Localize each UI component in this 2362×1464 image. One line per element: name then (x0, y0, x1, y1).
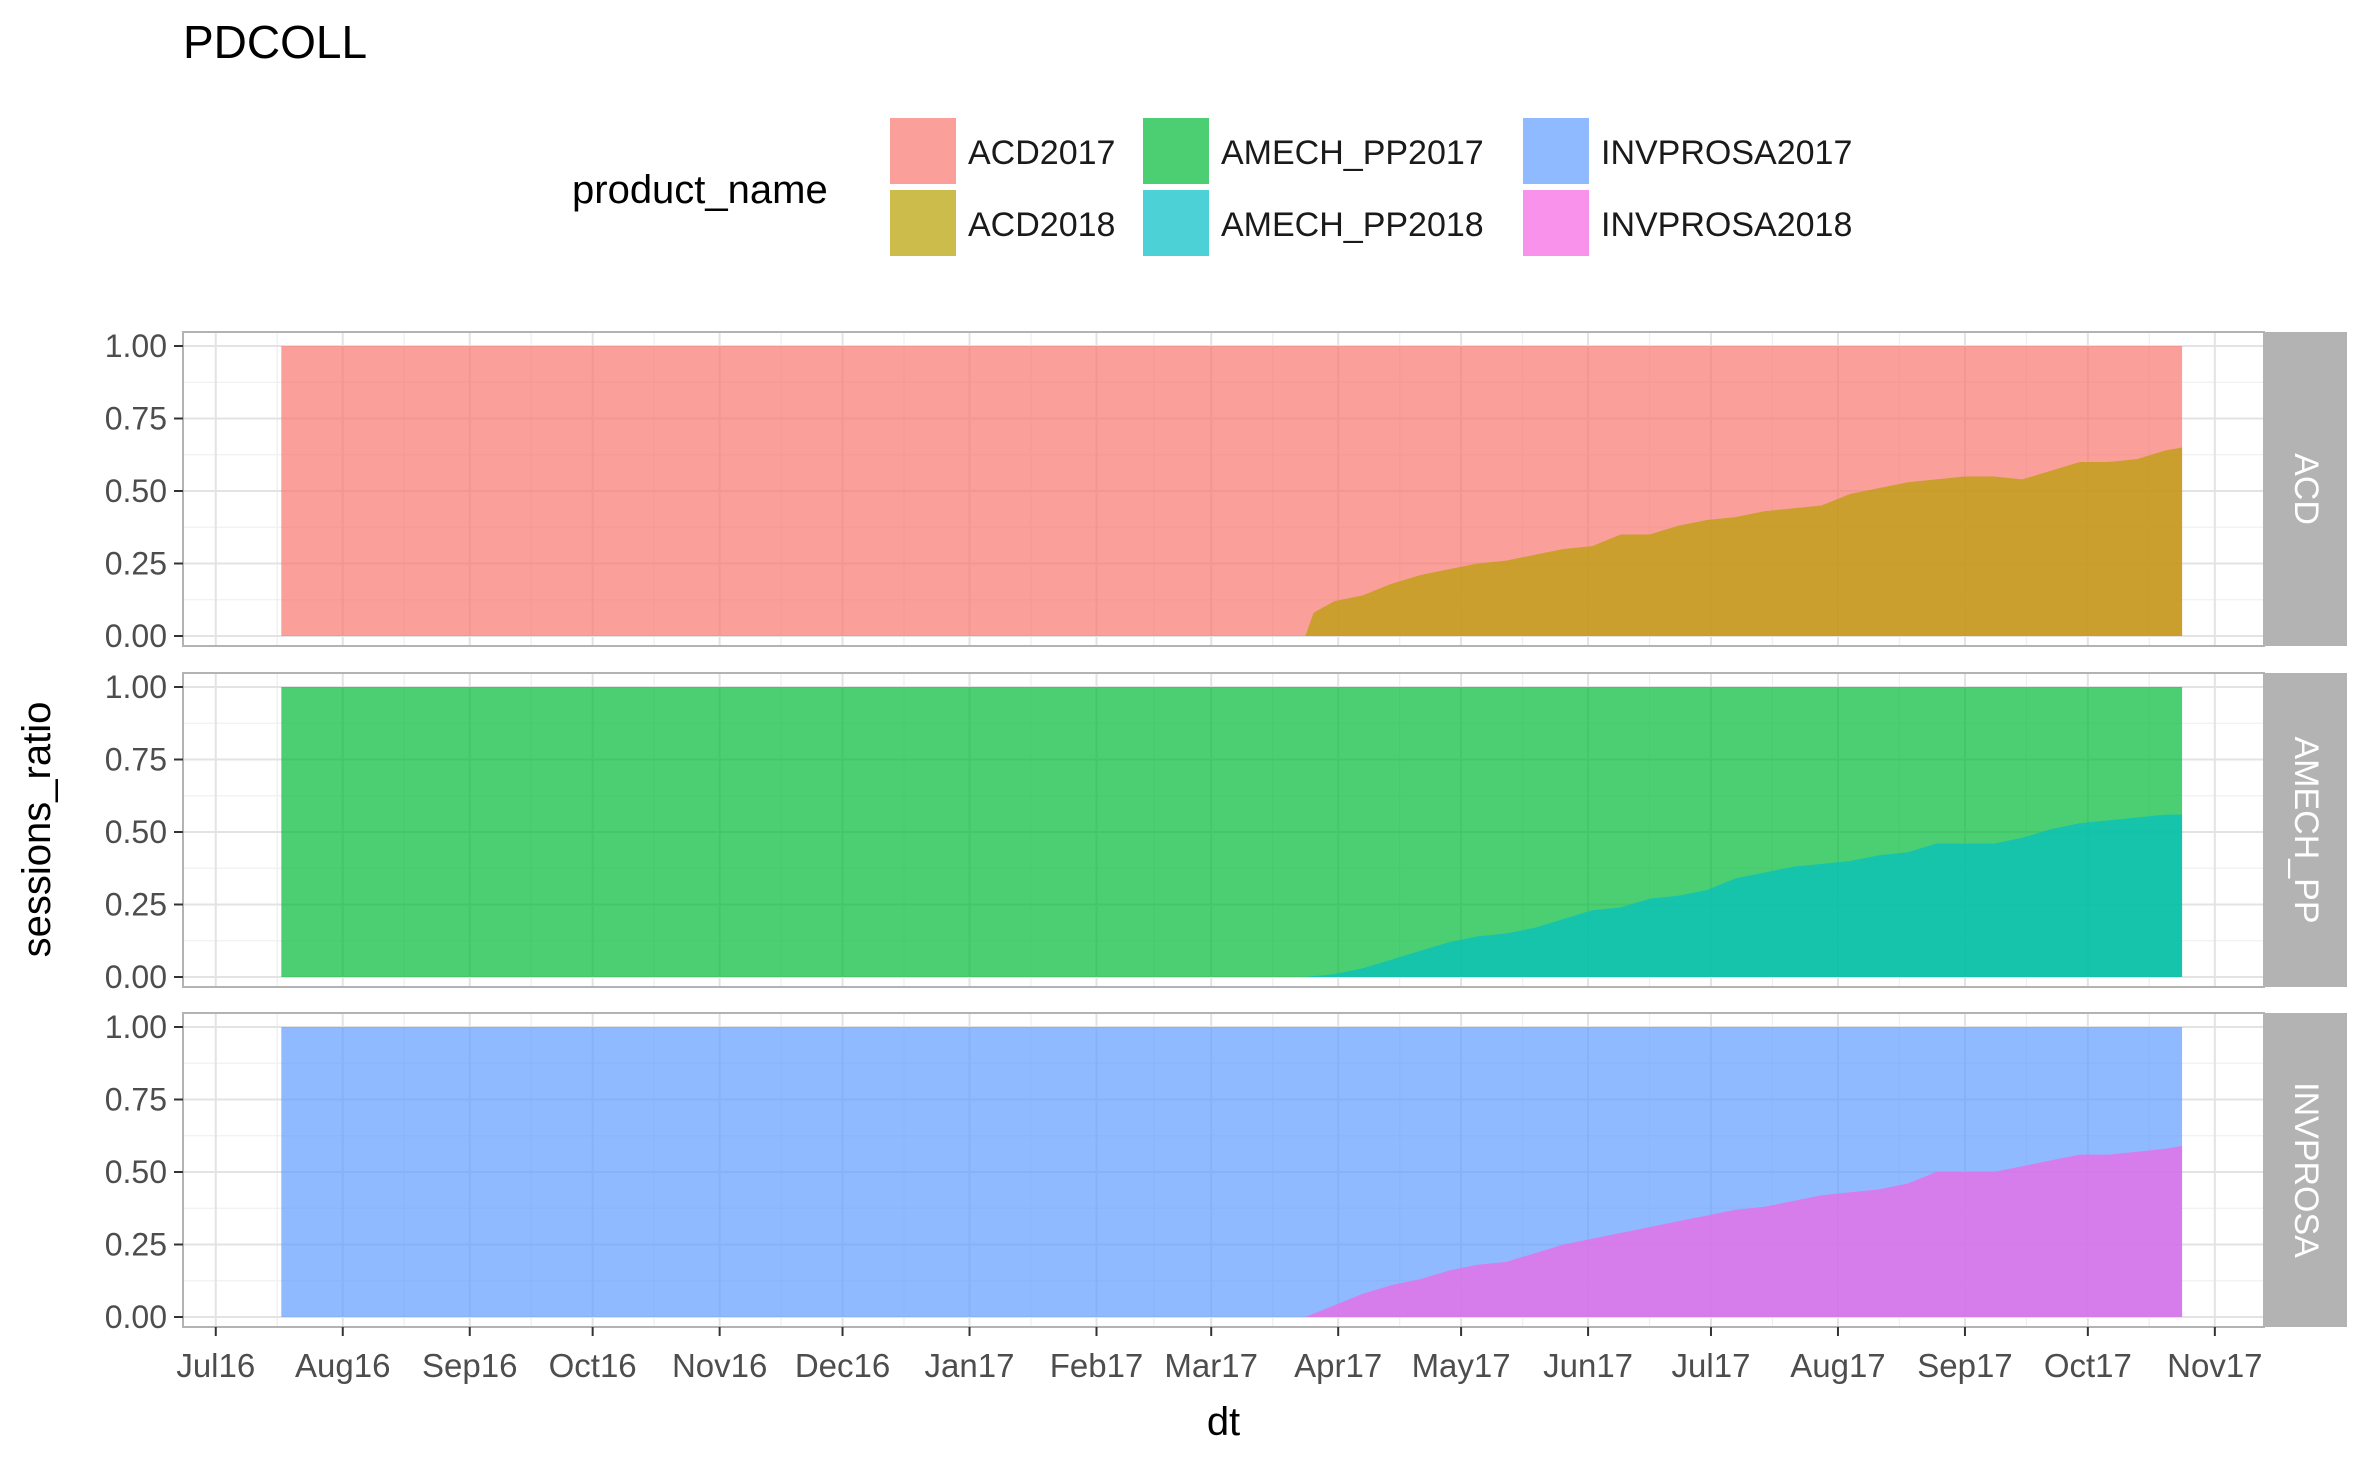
y-tick-label: 0.25 (105, 1227, 167, 1263)
facet-strip-amech-pp (2265, 673, 2347, 987)
x-tick-label: Jul16 (176, 1347, 255, 1384)
y-tick-label: 0.50 (105, 814, 167, 850)
legend-title: product_name (572, 168, 828, 212)
y-tick-label: 0.75 (105, 401, 167, 437)
x-tick-label: Jan17 (925, 1347, 1015, 1384)
y-tick-label: 0.00 (105, 1299, 167, 1335)
y-tick-label: 0.25 (105, 546, 167, 582)
facet-label-invprosa: INVPROSA (2287, 1082, 2325, 1258)
y-tick-label: 0.25 (105, 887, 167, 923)
area-acd2018 (1305, 447, 2183, 636)
legend-key-amech_pp2018 (1143, 190, 1209, 256)
area-invprosa2018 (1305, 1145, 2183, 1317)
facet-label-acd: ACD (2287, 453, 2325, 525)
y-tick-label: 1.00 (105, 328, 167, 364)
x-tick-label: Oct17 (2044, 1347, 2132, 1384)
panel-border-acd (182, 331, 2265, 647)
x-tick-label: Nov16 (672, 1347, 767, 1384)
y-tick-label: 0.00 (105, 618, 167, 654)
x-tick-label: Mar17 (1164, 1347, 1258, 1384)
legend-key-invprosa2018 (1523, 190, 1589, 256)
legend-key-acd2017 (890, 118, 956, 184)
x-tick-label: Oct16 (549, 1347, 637, 1384)
x-tick-label: Feb17 (1050, 1347, 1144, 1384)
x-tick-label: Dec16 (795, 1347, 890, 1384)
y-axis-title: sessions_ratio (15, 702, 59, 958)
y-tick-label: 0.50 (105, 473, 167, 509)
legend-label-invprosa2017: INVPROSA2017 (1601, 134, 1852, 172)
x-axis-title: dt (1207, 1400, 1240, 1444)
legend-key-acd2018 (890, 190, 956, 256)
area-amech_pp2018 (1305, 814, 2183, 977)
x-tick-label: Aug16 (295, 1347, 390, 1384)
legend-label-acd2017: ACD2017 (968, 134, 1115, 172)
y-tick-label: 0.75 (105, 742, 167, 778)
facet-strip-acd (2265, 332, 2347, 646)
legend-key-invprosa2017 (1523, 118, 1589, 184)
y-tick-label: 0.00 (105, 959, 167, 995)
x-tick-label: May17 (1412, 1347, 1511, 1384)
x-tick-label: Jun17 (1543, 1347, 1633, 1384)
y-tick-label: 1.00 (105, 669, 167, 705)
legend-label-amech_pp2017: AMECH_PP2017 (1221, 134, 1484, 172)
legend-label-amech_pp2018: AMECH_PP2018 (1221, 206, 1484, 244)
y-tick-label: 0.75 (105, 1082, 167, 1118)
panel-border-amech-pp (182, 672, 2265, 988)
legend-key-amech_pp2017 (1143, 118, 1209, 184)
x-tick-label: Jul17 (1672, 1347, 1751, 1384)
facet-strip-invprosa (2265, 1013, 2347, 1327)
legend-label-invprosa2018: INVPROSA2018 (1601, 206, 1852, 244)
chart-title: PDCOLL (183, 16, 367, 68)
legend-label-acd2018: ACD2018 (968, 206, 1115, 244)
x-tick-label: Aug17 (1790, 1347, 1885, 1384)
facet-label-amech-pp: AMECH_PP (2287, 736, 2325, 923)
y-tick-label: 1.00 (105, 1009, 167, 1045)
x-tick-label: Sep16 (422, 1347, 517, 1384)
panel-border-invprosa (182, 1012, 2265, 1328)
y-tick-label: 0.50 (105, 1154, 167, 1190)
x-tick-label: Sep17 (1917, 1347, 2012, 1384)
x-tick-label: Apr17 (1294, 1347, 1382, 1384)
x-tick-label: Nov17 (2167, 1347, 2262, 1384)
